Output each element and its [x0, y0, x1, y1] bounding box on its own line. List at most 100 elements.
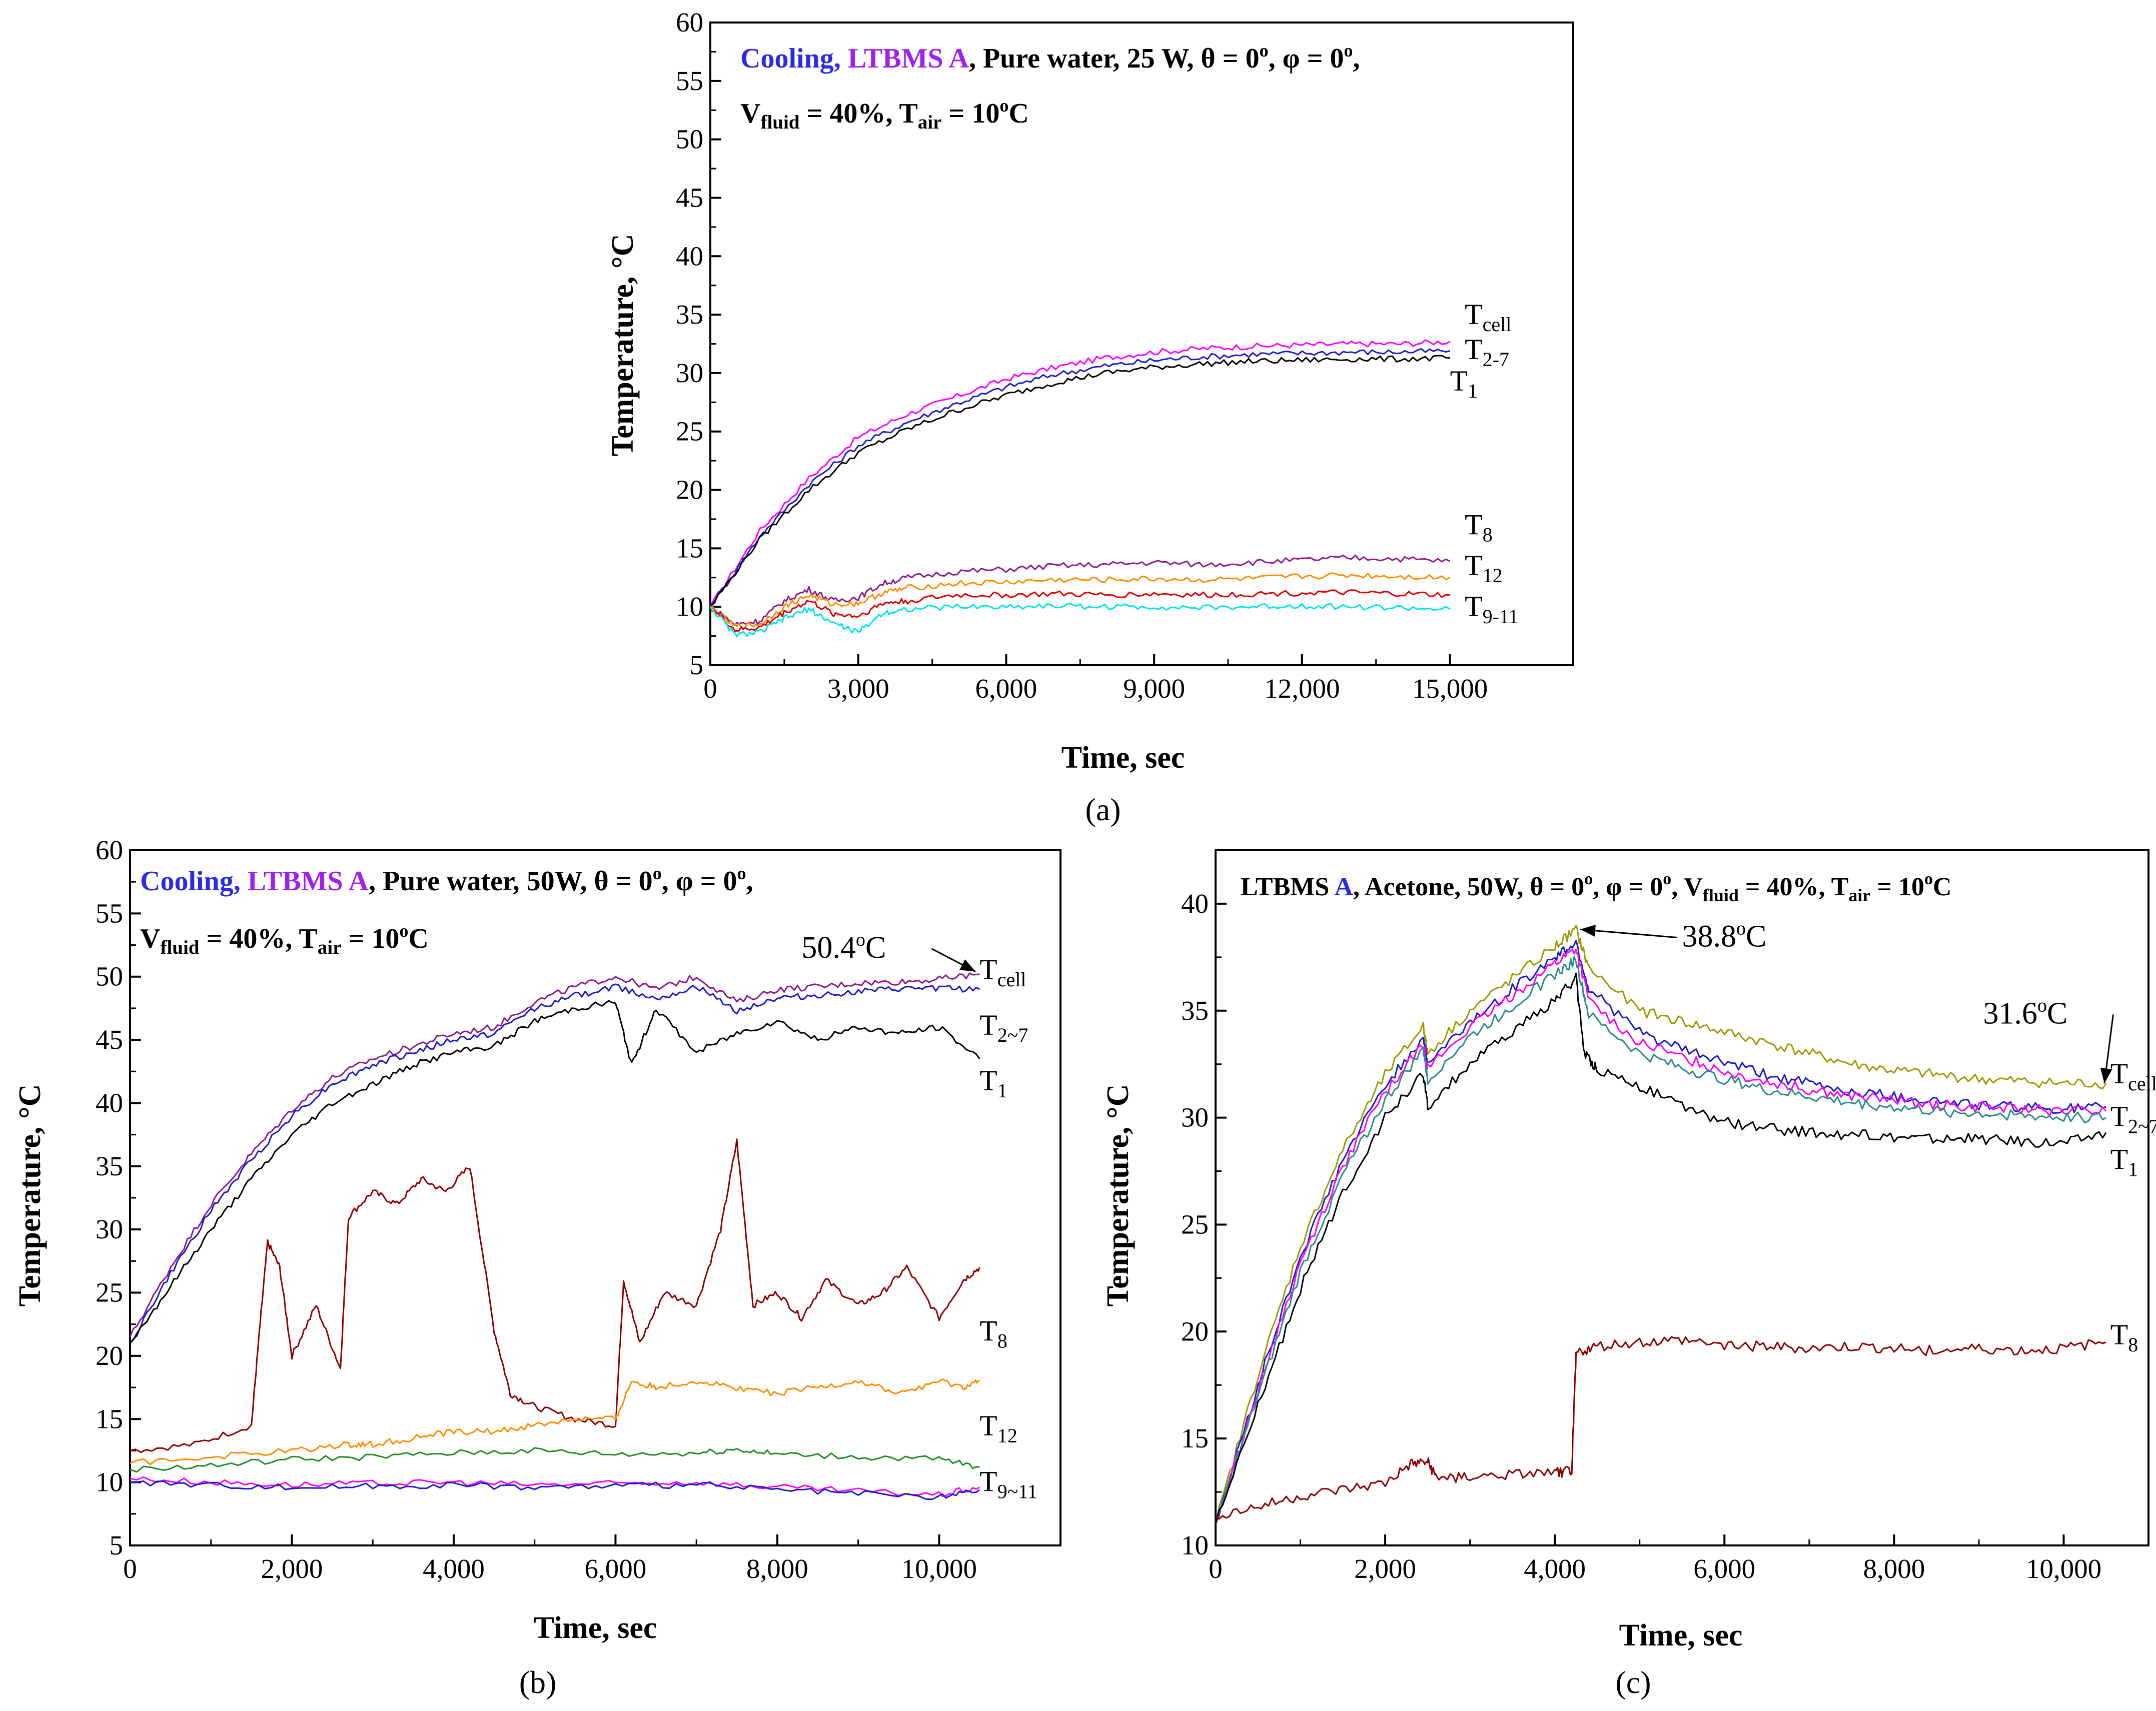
chart-a-title-line2: Vfluid = 40%, Tair = 10oC: [740, 96, 1029, 133]
title-run: = 10: [1870, 873, 1924, 901]
series-label-base: T: [979, 1409, 997, 1442]
title-run: = 10: [941, 98, 999, 129]
callout-unit: C: [1746, 919, 1766, 953]
chart-b-xlabel: Time, sec: [534, 1611, 657, 1645]
title-run: A: [1334, 873, 1353, 901]
series-label: T1: [2110, 1143, 2138, 1180]
x-tick-label: 3,000: [827, 673, 889, 704]
y-tick-label: 30: [1181, 1102, 1209, 1133]
series-line: [710, 555, 1451, 626]
chart-b-title-line2: Vfluid = 40%, Tair = 10oC: [140, 921, 429, 958]
y-tick-label: 5: [110, 1530, 124, 1560]
title-run: o: [1584, 870, 1593, 888]
callout-text: 31.6oC: [1983, 995, 2067, 1030]
panel-label-c: (c): [1615, 1664, 1651, 1700]
series-label-base: T: [1465, 333, 1482, 366]
series-label-base: T: [2110, 1318, 2128, 1351]
series-line: [709, 355, 1450, 608]
callout-arrow: [1580, 928, 1677, 938]
series-line: [1215, 956, 2106, 1524]
chart-c-title-line1: LTBMS A, Acetone, 50W, θ = 0o, φ = 0o, V…: [1241, 870, 1951, 905]
series-label: T8: [979, 1315, 1007, 1352]
series-line: [130, 1138, 980, 1453]
series-label-base: T: [979, 1064, 997, 1097]
series-label: T9~11: [979, 1465, 1037, 1502]
series-line: [710, 348, 1450, 608]
y-tick-label: 10: [676, 591, 703, 622]
chart-a-title-line1: Cooling, LTBMS A, Pure water, 25 W, θ = …: [740, 41, 1360, 74]
chart-c-ticks: 0 2,000 4,000 6,000 8,000 10,000 10 15 20 25 30 35 4…: [1181, 888, 2101, 1584]
callout-arrowhead: [1580, 924, 1596, 937]
y-tick-label: 30: [676, 358, 703, 388]
title-run: o: [737, 863, 746, 883]
callout-degree: o: [2037, 995, 2047, 1016]
series-label-sub: 12: [1483, 564, 1503, 587]
callout-unit: C: [2047, 996, 2067, 1030]
series-label-base: T: [1465, 549, 1482, 582]
series-label-sub: 8: [1483, 523, 1493, 546]
series-line: [709, 602, 1451, 638]
series-label-sub: cell: [1483, 313, 1512, 336]
y-tick-label: 30: [96, 1214, 123, 1244]
title-run: o: [399, 921, 408, 941]
chart-c-ylabel: Temperature, °C: [1101, 1084, 1135, 1307]
series-label-base: T: [979, 1315, 997, 1347]
title-run: fluid: [1703, 885, 1739, 905]
title-run: air: [1848, 885, 1870, 905]
y-tick-label: 40: [676, 241, 703, 271]
title-run: o: [1924, 870, 1933, 888]
title-run: fluid: [160, 937, 199, 958]
series-label: Tcell: [979, 953, 1026, 991]
callout-value: 38.8: [1682, 919, 1737, 953]
series-label-sub: 9-11: [1483, 605, 1519, 628]
series-label-base: T: [1450, 365, 1468, 397]
series-line: [129, 983, 980, 1344]
series-label-sub: 2~7: [2128, 1115, 2156, 1138]
chart-a-ylabel: Temperature, °C: [606, 234, 640, 457]
x-tick-label: 6,000: [585, 1553, 647, 1584]
title-run: o: [653, 863, 662, 883]
series-label-base: T: [1465, 590, 1482, 623]
callout-value: 50.4: [801, 931, 856, 965]
series-label-sub: 2~7: [997, 1024, 1028, 1046]
series-line: [709, 339, 1451, 607]
chart-panel-b: 0 2,000 4,000 6,000 8,000 10,000 5 10 15 20 25 30 35…: [13, 835, 1061, 1700]
title-run: o: [1663, 870, 1671, 888]
panel-label-a: (a): [1085, 792, 1121, 827]
series-label: T8: [1465, 508, 1492, 546]
series-label: T1: [979, 1064, 1007, 1102]
y-tick-label: 50: [676, 124, 703, 155]
chart-b-ticks: 0 2,000 4,000 6,000 8,000 10,000 5 10 15 20 25 30 35…: [96, 835, 977, 1584]
y-tick-label: 40: [96, 1087, 123, 1118]
title-run: air: [918, 112, 942, 133]
series-line: [130, 1378, 980, 1465]
title-run: o: [1344, 41, 1353, 61]
series-label-base: T: [979, 953, 997, 986]
x-tick-label: 9,000: [1123, 673, 1185, 704]
callout-degree: o: [1736, 918, 1746, 939]
series-label-sub: cell: [997, 968, 1026, 991]
y-tick-label: 15: [1181, 1423, 1209, 1453]
series-label: Tcell: [1465, 298, 1511, 336]
series-line: [1215, 925, 2107, 1524]
x-tick-label: 12,000: [1264, 673, 1340, 704]
series-label-sub: 8: [2128, 1333, 2138, 1356]
series-label-base: T: [2110, 1057, 2128, 1090]
x-tick-label: 4,000: [1524, 1553, 1586, 1584]
y-tick-label: 25: [676, 416, 703, 447]
series-line: [1215, 948, 2107, 1524]
series-line: [1215, 940, 2106, 1524]
series-label: Tcell: [2110, 1057, 2156, 1095]
callout-text: 38.8oC: [1682, 918, 1767, 953]
title-run: , V: [1671, 873, 1703, 901]
series-label: T12: [1465, 549, 1502, 587]
y-tick-label: 10: [96, 1467, 123, 1497]
y-tick-label: 60: [96, 835, 123, 865]
x-tick-label: 6,000: [975, 673, 1037, 704]
y-tick-label: 20: [1181, 1316, 1209, 1346]
x-tick-label: 4,000: [423, 1553, 485, 1584]
x-tick-label: 15,000: [1412, 673, 1488, 704]
callout-arrowhead: [2100, 1067, 2112, 1084]
x-tick-label: 10,000: [901, 1553, 977, 1584]
